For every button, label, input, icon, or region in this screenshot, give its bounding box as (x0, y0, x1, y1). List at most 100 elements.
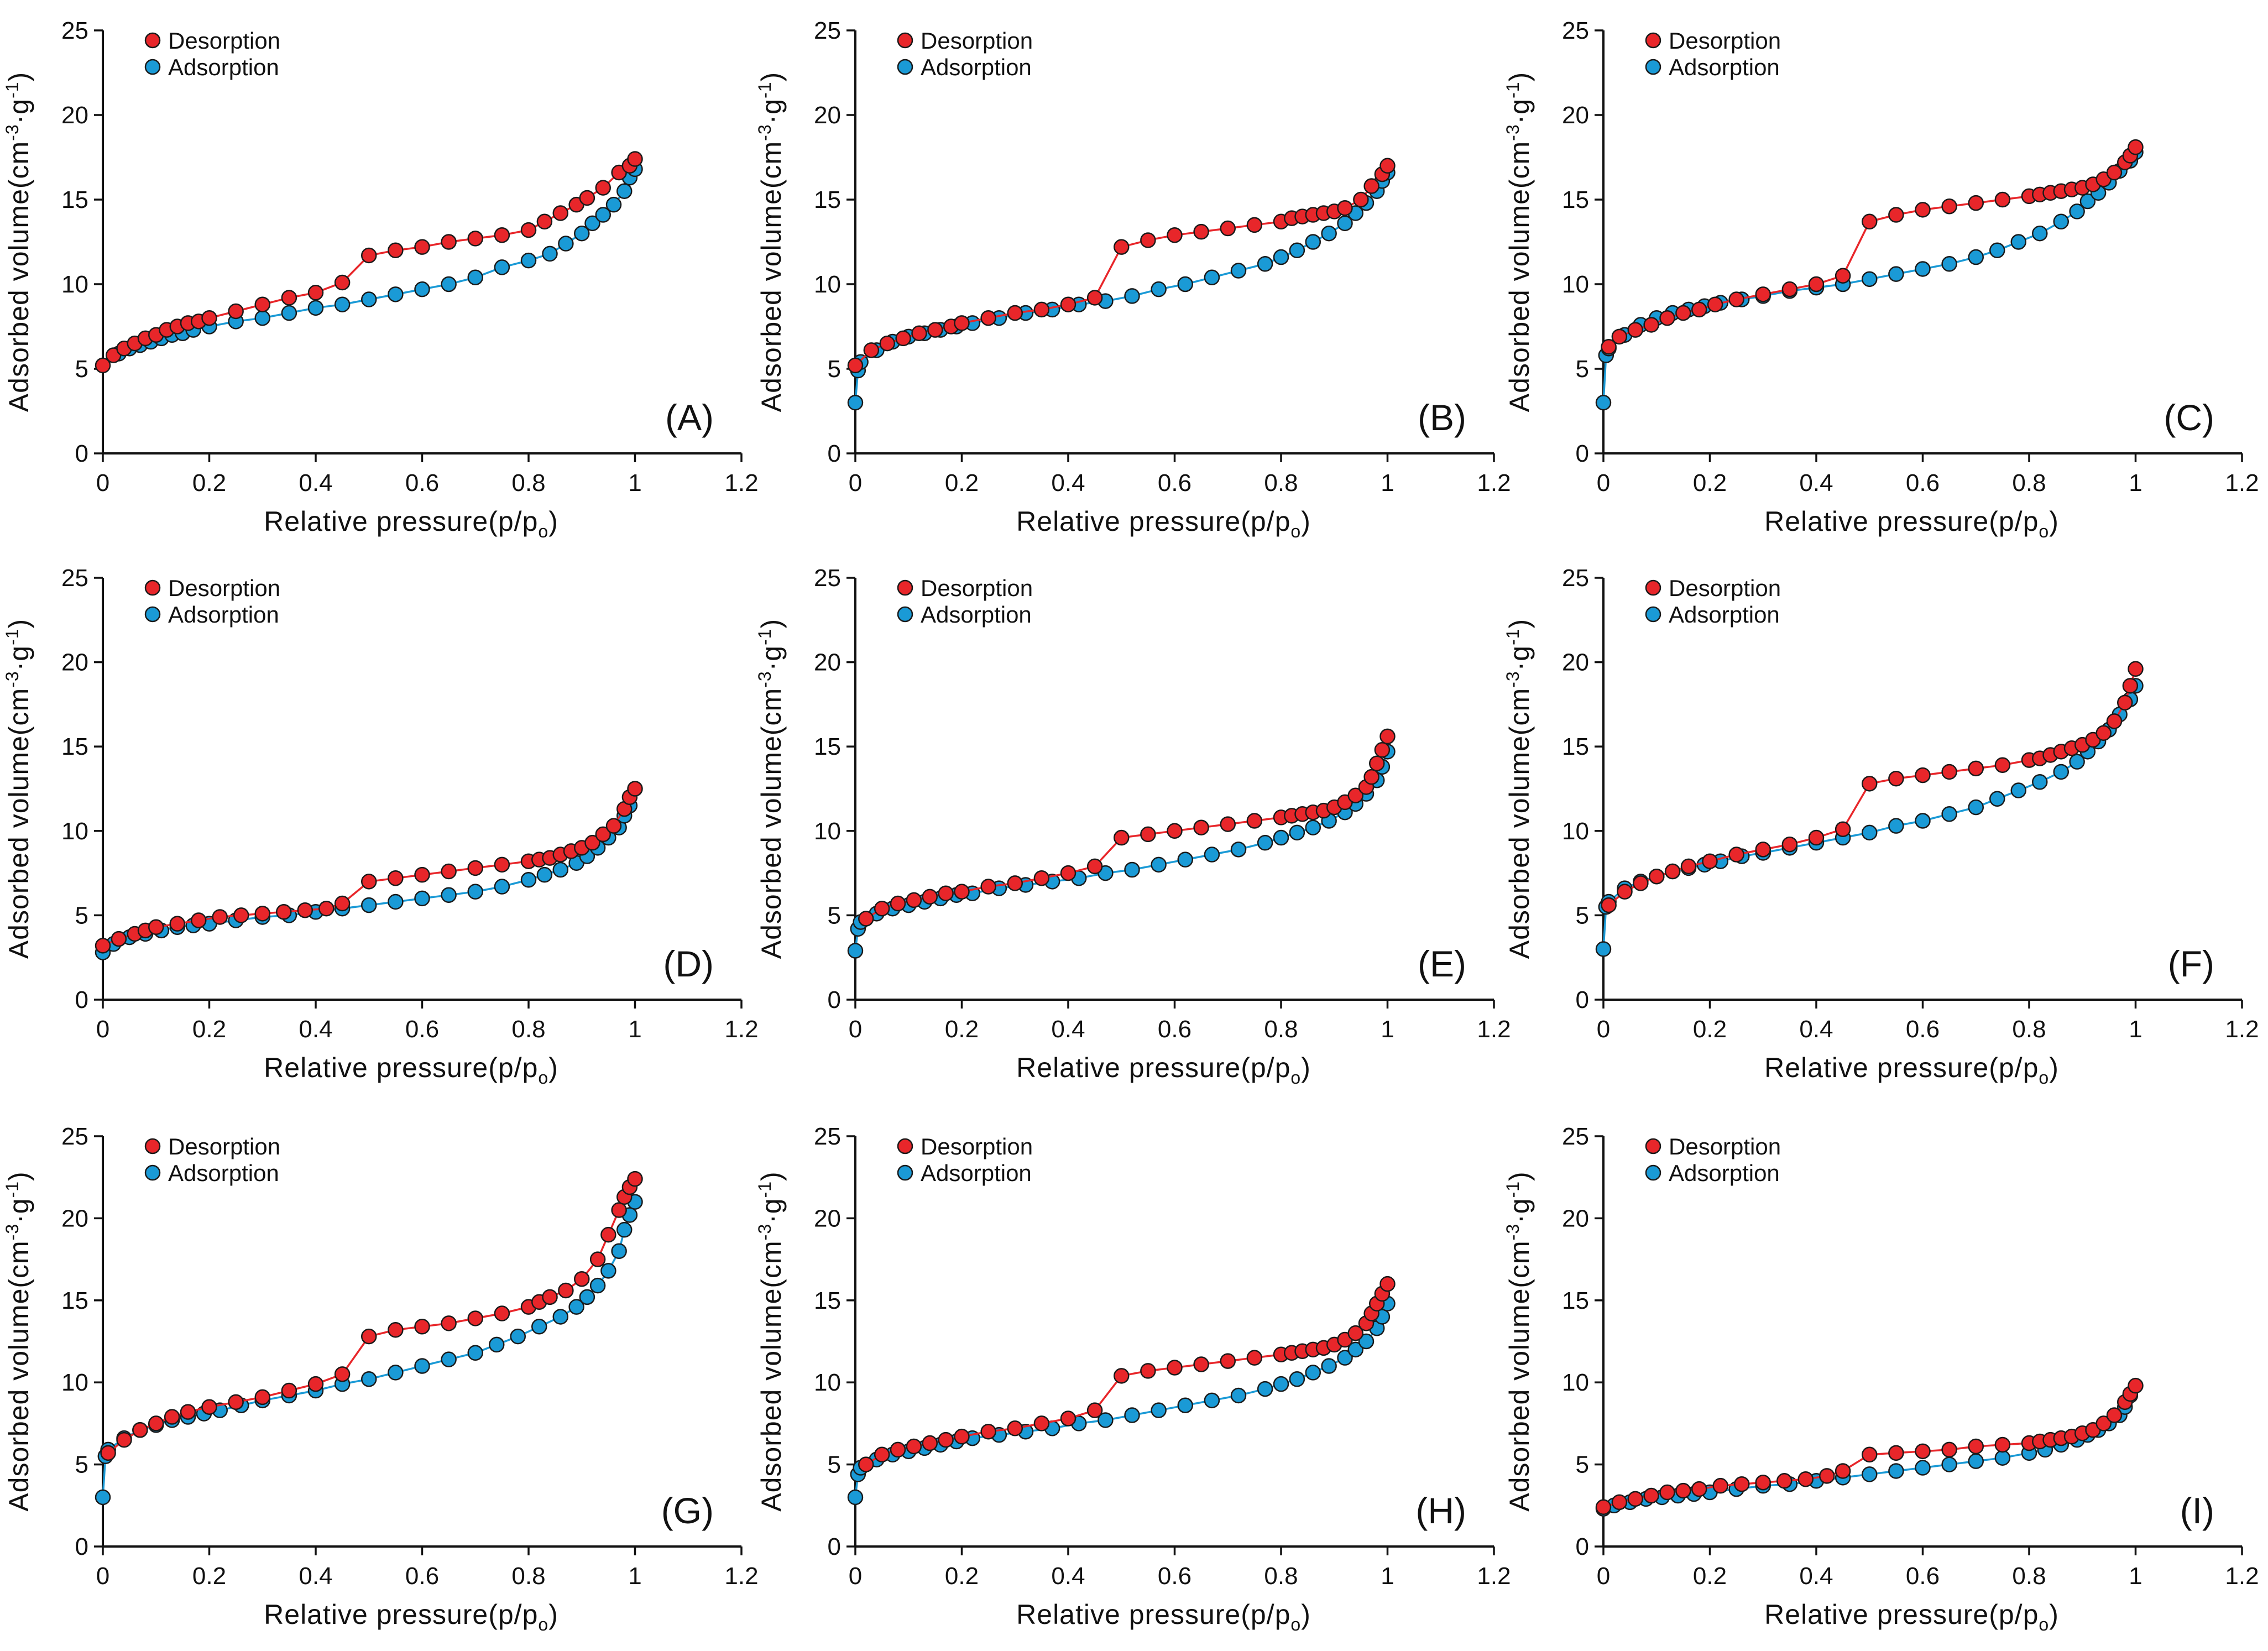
desorption-point (1114, 829, 1130, 846)
adsorption-point (605, 196, 622, 213)
legend-marker-adsorption (1645, 59, 1661, 75)
x-tick-label: 1.2 (1477, 469, 1511, 497)
desorption-point (1379, 728, 1396, 745)
desorption-point (863, 342, 880, 358)
adsorption-point (1915, 261, 1931, 277)
adsorption-point (1321, 1358, 1337, 1374)
legend-marker-adsorption (897, 59, 913, 75)
desorption-point (1862, 1446, 1878, 1463)
y-tick-label: 5 (828, 356, 841, 383)
desorption-point (1060, 296, 1076, 312)
y-tick-label: 15 (1562, 733, 1589, 760)
x-tick-label: 1.2 (2225, 1016, 2259, 1043)
y-axis-title: Adsorbed volume(cm-3·g-1) (755, 619, 787, 959)
legend-marker-desorption (144, 32, 161, 49)
adsorption-point (558, 236, 574, 252)
y-tick-label: 5 (1576, 1451, 1589, 1478)
y-axis-title: Adsorbed volume(cm-3·g-1) (755, 1171, 787, 1511)
adsorption-point (1337, 215, 1353, 232)
desorption-point (132, 1422, 148, 1438)
desorption-point (361, 874, 377, 890)
x-tick-label: 0 (1597, 1563, 1610, 1590)
x-axis-title: Relative pressure(p/po) (1764, 1599, 2059, 1634)
x-axis-title: Relative pressure(p/po) (264, 1052, 558, 1088)
adsorption-point (1888, 1463, 1904, 1479)
desorption-point (1649, 868, 1665, 885)
adsorption-point (847, 1489, 864, 1506)
y-tick-label: 10 (814, 271, 841, 298)
adsorption-point (1305, 1365, 1321, 1381)
desorption-point (1374, 742, 1391, 758)
adsorption-point (334, 296, 351, 312)
adsorption-point (552, 1309, 568, 1325)
desorption-point (169, 916, 185, 932)
desorption-point (467, 231, 483, 247)
desorption-point (627, 781, 643, 797)
desorption-point (1627, 1491, 1643, 1507)
adsorption-point (1177, 851, 1193, 868)
desorption-point (2128, 139, 2144, 155)
y-tick-label: 25 (61, 565, 88, 592)
x-tick-label: 0.2 (945, 1563, 979, 1590)
desorption-point (1702, 853, 1718, 869)
legend-marker-desorption (897, 32, 913, 49)
chart-panel-i: 0 5 10 15 20 25 0 0.2 0.4 0.6 0.8 1 1.2 Relative pres… (1503, 1123, 2259, 1634)
adsorption-point (489, 1336, 505, 1353)
x-tick-label: 0.6 (1158, 1563, 1192, 1590)
desorption-point (1601, 338, 1617, 355)
adsorption-point (847, 943, 864, 959)
desorption-point (95, 357, 111, 374)
desorption-point (1114, 239, 1130, 255)
chart-panel-a: 0 5 10 15 20 25 0 0.2 0.4 0.6 0.8 1 1.2 Relative pres… (2, 17, 759, 541)
adsorption-line (854, 751, 1389, 951)
desorption-point (2106, 713, 2123, 729)
desorption-point (1246, 217, 1263, 233)
series-adsorption (95, 1194, 643, 1506)
desorption-point (1941, 1441, 1957, 1458)
desorption-point (334, 274, 351, 291)
desorption-point (441, 1315, 457, 1331)
desorption-point (297, 902, 313, 918)
series-desorption (858, 1276, 1396, 1472)
x-axis-title: Relative pressure(p/po) (1764, 506, 2059, 541)
desorption-point (1734, 1476, 1750, 1492)
x-tick-label: 0.4 (1799, 1016, 1833, 1043)
desorption-point (1835, 821, 1851, 837)
series-desorption (95, 781, 643, 954)
y-tick-label: 15 (61, 186, 88, 213)
desorption-point (1114, 1368, 1130, 1384)
legend-label-desorption: Desorption (921, 1133, 1033, 1159)
y-tick-label: 20 (1562, 649, 1589, 676)
y-axis-title: Adsorbed volume(cm-3·g-1) (2, 1171, 34, 1511)
x-tick-label: 0.2 (192, 1016, 226, 1043)
adsorption-point (441, 887, 457, 903)
desorption-point (938, 1431, 954, 1448)
legend-label-desorption: Desorption (168, 575, 280, 601)
adsorption-point (414, 890, 430, 907)
desorption-point (1675, 1482, 1691, 1499)
x-tick-label: 0.8 (1264, 469, 1298, 497)
x-tick-label: 0.6 (1158, 1016, 1192, 1043)
desorption-point (895, 330, 911, 347)
desorption-point (1347, 787, 1363, 803)
desorption-point (1033, 1415, 1050, 1431)
y-tick-label: 15 (1562, 186, 1589, 213)
desorption-point (1994, 1436, 2011, 1453)
x-tick-label: 0.8 (2012, 1016, 2046, 1043)
desorption-point (552, 205, 568, 221)
desorption-point (1140, 232, 1156, 248)
legend-label-adsorption: Adsorption (1669, 602, 1780, 628)
desorption-point (276, 904, 292, 920)
adsorption-point (1124, 861, 1140, 878)
adsorption-point (531, 1319, 547, 1335)
y-tick-label: 25 (61, 1123, 88, 1150)
x-tick-label: 0.4 (299, 1563, 332, 1590)
desorption-point (1968, 1438, 1984, 1455)
desorption-point (1007, 1420, 1023, 1436)
desorption-point (954, 884, 970, 900)
adsorption-point (1151, 856, 1167, 873)
desorption-point (1140, 1363, 1156, 1379)
desorption-point (2122, 678, 2139, 694)
adsorption-point (1257, 256, 1273, 272)
series-adsorption (847, 744, 1396, 959)
